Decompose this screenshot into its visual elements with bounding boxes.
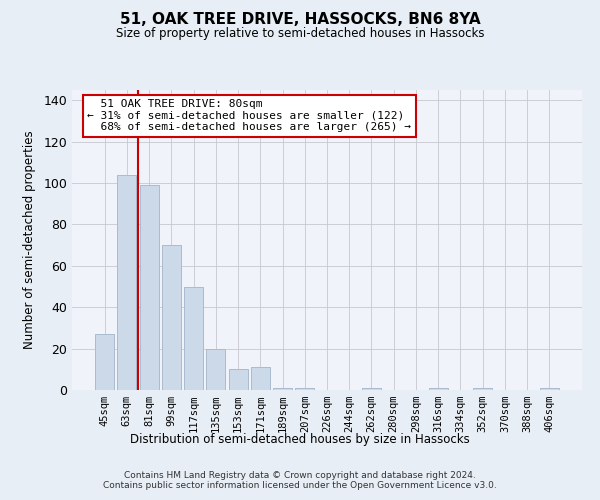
Bar <box>95 334 114 390</box>
Bar <box>229 370 248 390</box>
Bar <box>273 388 292 390</box>
Bar <box>540 388 559 390</box>
Bar <box>429 388 448 390</box>
Bar <box>118 175 136 390</box>
Y-axis label: Number of semi-detached properties: Number of semi-detached properties <box>23 130 37 350</box>
Bar <box>473 388 492 390</box>
Text: Distribution of semi-detached houses by size in Hassocks: Distribution of semi-detached houses by … <box>130 432 470 446</box>
Text: Contains HM Land Registry data © Crown copyright and database right 2024.
Contai: Contains HM Land Registry data © Crown c… <box>103 470 497 490</box>
Text: 51 OAK TREE DRIVE: 80sqm
← 31% of semi-detached houses are smaller (122)
  68% o: 51 OAK TREE DRIVE: 80sqm ← 31% of semi-d… <box>88 99 412 132</box>
Bar <box>251 367 270 390</box>
Bar <box>184 286 203 390</box>
Bar <box>206 348 225 390</box>
Bar <box>295 388 314 390</box>
Bar <box>162 245 181 390</box>
Bar <box>362 388 381 390</box>
Bar <box>140 185 158 390</box>
Text: Size of property relative to semi-detached houses in Hassocks: Size of property relative to semi-detach… <box>116 28 484 40</box>
Text: 51, OAK TREE DRIVE, HASSOCKS, BN6 8YA: 51, OAK TREE DRIVE, HASSOCKS, BN6 8YA <box>119 12 481 28</box>
